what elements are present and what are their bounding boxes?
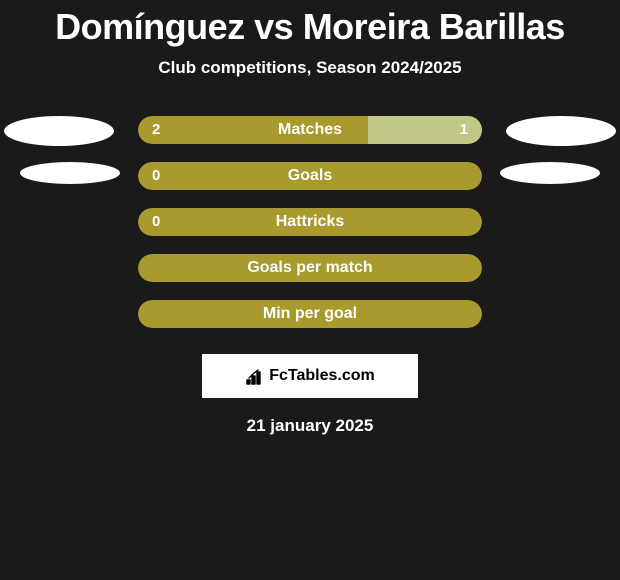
stat-rows: Matches21Goals0Hattricks0Goals per match… (0, 116, 620, 330)
player-left-marker (20, 162, 120, 184)
stat-value-right: 1 (460, 116, 468, 144)
stat-bar: Goals0 (138, 162, 482, 190)
stat-row: Goals per match (0, 254, 620, 284)
player-left-marker (4, 116, 114, 146)
date-label: 21 january 2025 (0, 416, 620, 436)
player-right-marker (506, 116, 616, 146)
stat-row: Min per goal (0, 300, 620, 330)
stat-value-left: 2 (152, 116, 160, 144)
subtitle: Club competitions, Season 2024/2025 (0, 58, 620, 78)
page-title: Domínguez vs Moreira Barillas (0, 0, 620, 48)
stat-row: Goals0 (0, 162, 620, 192)
stat-value-left: 0 (152, 162, 160, 190)
bar-background (138, 162, 482, 190)
logo: FcTables.com (245, 366, 375, 386)
player-right-marker (500, 162, 600, 184)
logo-text: FcTables.com (269, 367, 375, 385)
stat-row: Matches21 (0, 116, 620, 146)
comparison-card: Domínguez vs Moreira Barillas Club compe… (0, 0, 620, 580)
logo-box[interactable]: FcTables.com (202, 354, 418, 398)
stat-bar: Min per goal (138, 300, 482, 328)
bar-background (138, 254, 482, 282)
stat-bar: Matches21 (138, 116, 482, 144)
chart-icon (245, 366, 267, 386)
stat-bar: Hattricks0 (138, 208, 482, 236)
bar-background (138, 208, 482, 236)
bar-background (138, 300, 482, 328)
stat-value-left: 0 (152, 208, 160, 236)
stat-bar: Goals per match (138, 254, 482, 282)
stat-row: Hattricks0 (0, 208, 620, 238)
